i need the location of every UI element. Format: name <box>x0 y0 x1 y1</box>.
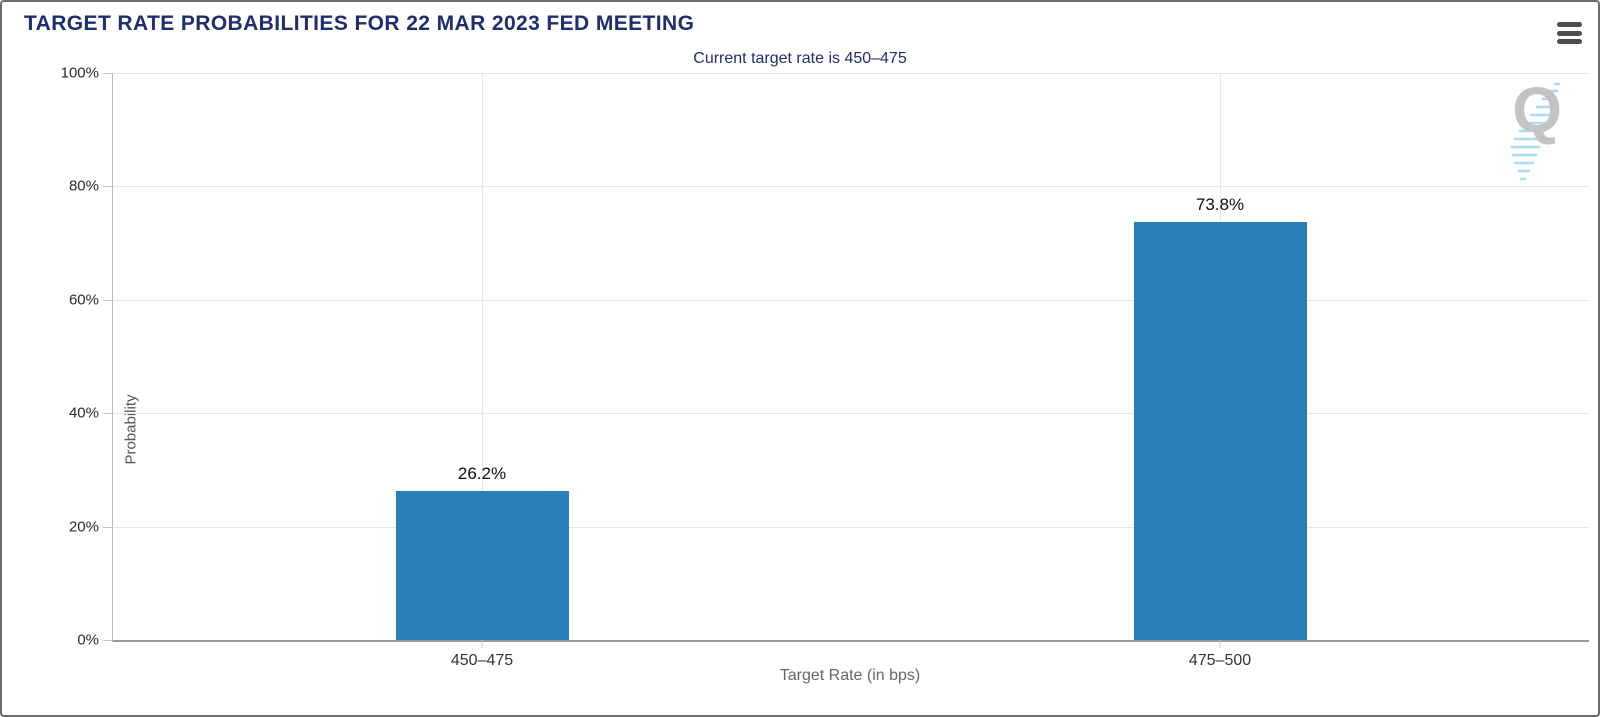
gridline-x-0 <box>482 73 483 640</box>
y-tick-mark-40 <box>103 413 113 415</box>
y-tick-mark-80 <box>103 186 113 188</box>
gridline-y-80 <box>113 186 1589 188</box>
y-tick-mark-100 <box>103 73 113 74</box>
gridline-y-20 <box>113 526 1589 528</box>
gridline-y-60 <box>113 299 1589 301</box>
bar-450–475 <box>395 491 569 640</box>
gridline-y-40 <box>113 413 1589 415</box>
gridline-y-100 <box>113 73 1589 74</box>
chart-subtitle: Current target rate is 450–475 <box>693 50 907 67</box>
plot-area: Probability 0% 20% 40% 60% 80% 100% 26.2% 450–4… <box>61 65 1589 669</box>
menu-bar-middle <box>1557 30 1582 36</box>
y-tick-label-0: 0% <box>77 631 99 649</box>
x-tick-mark-0 <box>481 640 483 648</box>
menu-bar-bottom <box>1557 39 1582 44</box>
y-tick-label-40: 40% <box>68 404 99 422</box>
menu-bar-top <box>1557 22 1582 27</box>
x-axis-title: Target Rate (in bps) <box>779 667 921 684</box>
bar-475–500 <box>1133 221 1307 640</box>
y-tick-label-60: 60% <box>68 291 99 309</box>
bar-value-label-0: 26.2% <box>457 464 507 484</box>
chart-title: TARGET RATE PROBABILITIES FOR 22 MAR 202… <box>24 12 695 35</box>
y-tick-label-80: 80% <box>68 177 99 195</box>
y-tick-label-100: 100% <box>60 64 99 82</box>
x-tick-mark-1 <box>1219 640 1221 648</box>
y-tick-mark-60 <box>103 299 113 301</box>
x-tick-label-1: 475–500 <box>1188 652 1252 669</box>
y-axis-title: Probability <box>122 394 140 465</box>
y-tick-mark-0 <box>103 640 113 641</box>
x-tick-label-0: 450–475 <box>450 652 514 669</box>
bar-value-label-1: 73.8% <box>1195 194 1245 214</box>
hamburger-menu-icon[interactable] <box>1557 22 1582 46</box>
y-tick-mark-20 <box>103 526 113 528</box>
y-tick-label-20: 20% <box>68 518 99 536</box>
